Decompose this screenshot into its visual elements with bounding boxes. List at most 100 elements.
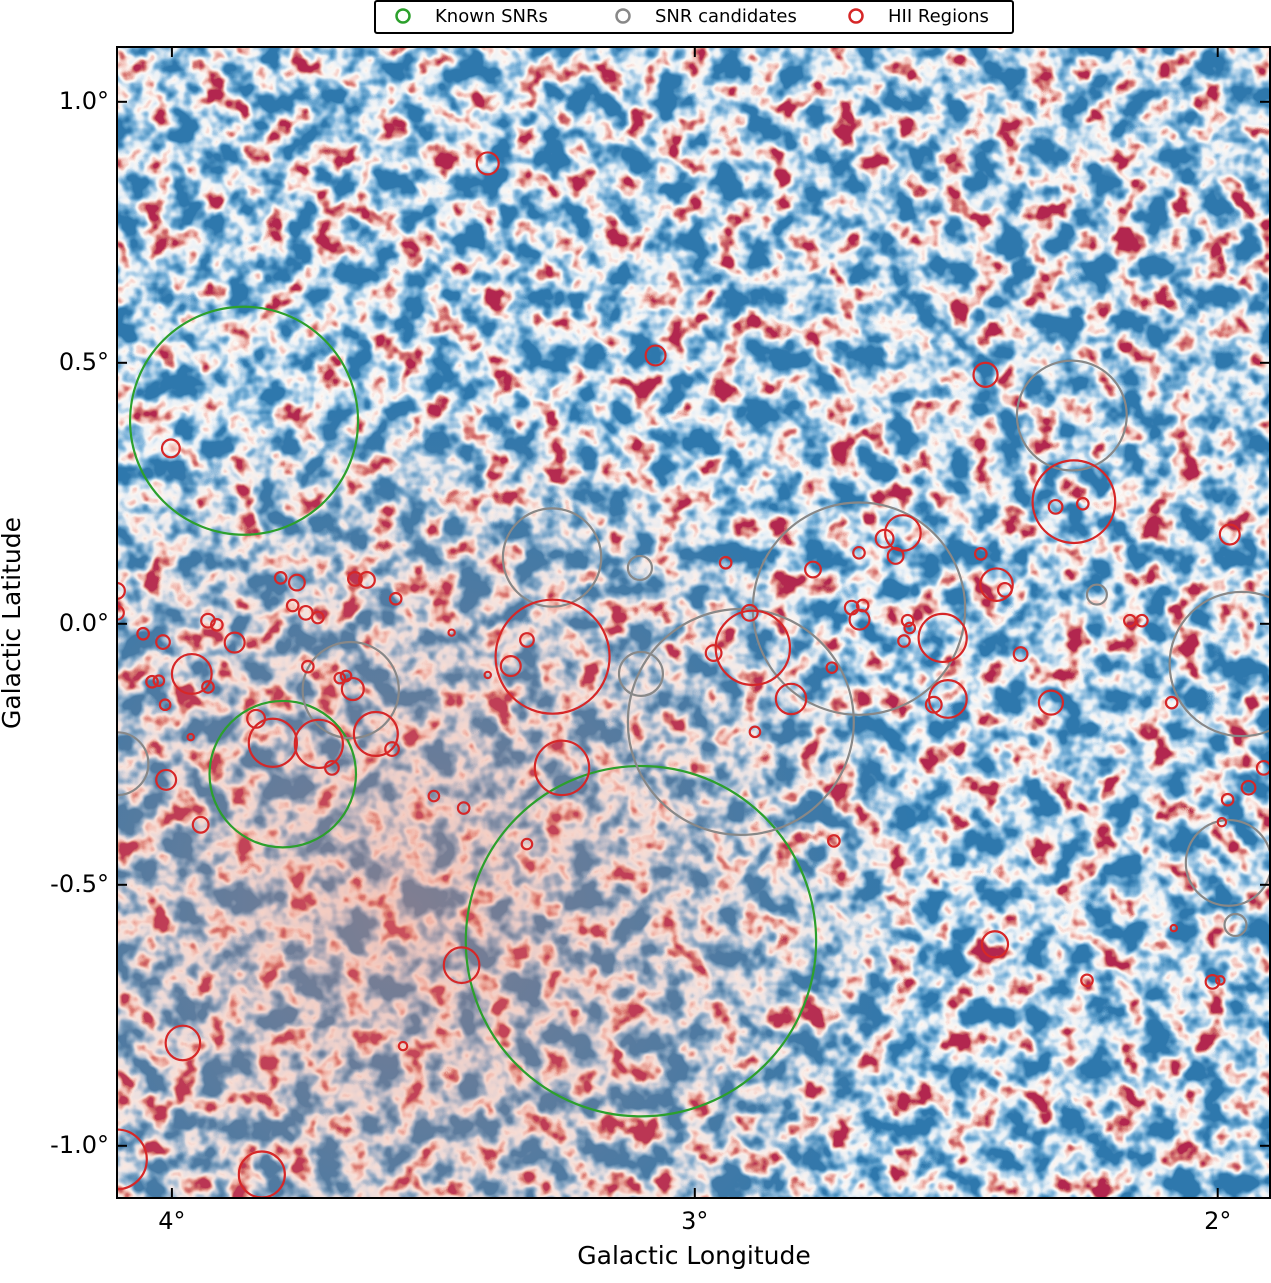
legend-marker	[615, 8, 631, 24]
y-tick-label: -1.0°	[50, 1131, 109, 1159]
region-circle	[352, 710, 399, 758]
region-circle	[617, 650, 665, 697]
region-circle	[874, 528, 895, 549]
legend-label: Known SNRs	[435, 6, 548, 27]
y-tick-label: 1.0°	[59, 87, 109, 115]
y-tick-label: -0.5°	[50, 870, 109, 898]
region-circle	[160, 438, 181, 459]
region-circle	[223, 631, 246, 654]
region-circle	[155, 768, 178, 791]
region-circle	[626, 607, 855, 836]
region-circle	[1135, 613, 1149, 628]
region-circle	[1169, 923, 1179, 933]
region-circle	[358, 571, 376, 589]
region-circle	[980, 930, 1010, 959]
region-circle	[1240, 779, 1257, 796]
legend-marker	[395, 8, 411, 24]
region-circle	[397, 1040, 409, 1052]
region-circle	[494, 598, 611, 715]
region-circle	[1218, 523, 1241, 546]
region-circle	[979, 567, 1014, 602]
region-circle	[117, 1128, 148, 1191]
region-circle	[340, 676, 365, 702]
region-circle	[136, 626, 150, 641]
region-circle	[442, 946, 481, 985]
region-circle	[475, 151, 500, 176]
region-circle	[301, 659, 315, 674]
region-circle	[996, 581, 1013, 598]
region-circle	[1220, 792, 1235, 807]
region-circle	[191, 815, 210, 834]
region-circle	[273, 571, 288, 585]
region-circle	[533, 739, 591, 797]
region-circle	[246, 708, 267, 729]
y-axis-title: Galactic Latitude	[0, 517, 26, 729]
region-circle	[347, 571, 363, 587]
region-circle	[903, 621, 917, 635]
legend-label: HII Regions	[888, 6, 989, 27]
region-circle	[973, 547, 988, 561]
region-circle	[427, 789, 441, 803]
region-circle	[293, 718, 344, 770]
region-circle	[186, 732, 195, 742]
y-tick-label: 0.5°	[59, 348, 109, 376]
region-circle	[852, 545, 866, 560]
region-circle	[324, 759, 340, 776]
region-circle	[825, 661, 839, 674]
region-circle	[164, 1024, 202, 1062]
region-circle	[884, 514, 922, 552]
region-circle	[897, 634, 911, 648]
region-circle	[128, 305, 360, 536]
legend-marker	[848, 8, 864, 24]
region-circle	[704, 644, 723, 662]
region-circle	[285, 598, 300, 613]
region-circle	[158, 698, 172, 712]
region-circle	[924, 695, 943, 714]
x-axis-title: Galactic Longitude	[577, 1241, 810, 1270]
region-circle	[155, 634, 171, 650]
background-map	[117, 47, 1270, 1198]
y-tick-label: 0.0°	[59, 609, 109, 637]
region-circle	[1216, 816, 1228, 828]
region-circle	[1085, 583, 1108, 606]
region-circle	[1215, 975, 1226, 986]
region-circle	[333, 671, 347, 685]
region-circle	[714, 609, 792, 687]
region-circle	[145, 674, 159, 689]
region-circle	[201, 680, 215, 694]
region-circle	[1204, 973, 1221, 990]
region-circle	[1031, 459, 1117, 545]
region-circle	[718, 555, 733, 570]
x-tick-label: 4°	[158, 1207, 185, 1235]
x-tick-label: 2°	[1204, 1207, 1231, 1235]
region-circle	[900, 613, 915, 628]
region-circle	[748, 725, 762, 739]
region-circle	[1164, 695, 1179, 710]
region-circle	[287, 573, 306, 592]
region-circle	[310, 610, 325, 625]
region-circle	[483, 670, 492, 680]
legend-label: SNR candidates	[655, 6, 797, 27]
region-circle	[740, 603, 759, 622]
region-circle	[384, 741, 400, 757]
region-circle	[1168, 590, 1270, 738]
region-circle	[208, 699, 358, 849]
region-circle	[774, 682, 808, 716]
region-circle	[388, 591, 403, 606]
region-circle	[1047, 498, 1064, 515]
region-circle	[447, 628, 456, 637]
region-circle	[170, 652, 213, 695]
plot-frame	[116, 46, 1271, 1199]
region-circle	[1223, 912, 1248, 938]
region-circle	[464, 764, 818, 1118]
region-circle	[886, 547, 905, 565]
region-circle	[519, 632, 535, 648]
region-circle	[1012, 646, 1029, 662]
region-circle	[1075, 496, 1090, 511]
region-circle	[499, 655, 522, 678]
region-circle	[1015, 359, 1128, 472]
region-circle	[827, 834, 841, 848]
region-circle	[501, 507, 603, 608]
region-circle	[152, 674, 166, 688]
